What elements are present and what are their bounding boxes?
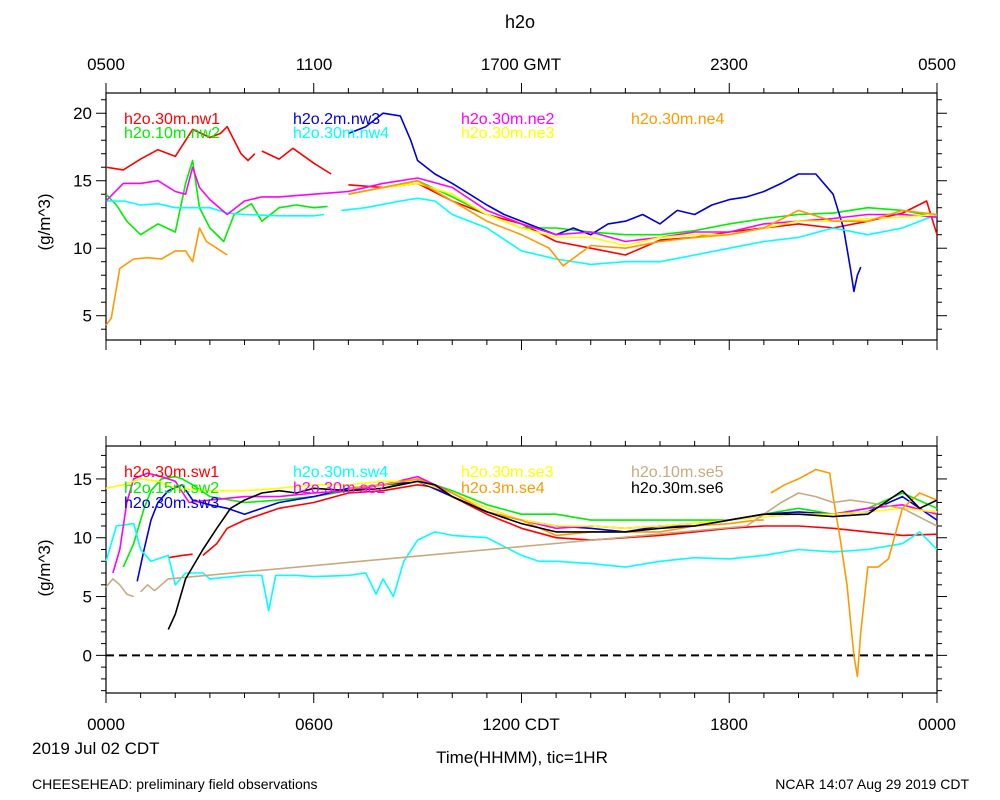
legend-label: h2o.30m.se6 bbox=[631, 480, 724, 497]
top-tick-label: 2300 bbox=[710, 55, 748, 74]
legend-label: h2o.30m.ne4 bbox=[631, 111, 725, 128]
y-tick-label: 20 bbox=[73, 104, 92, 123]
date-label: 2019 Jul 02 CDT bbox=[32, 739, 160, 758]
series-line-h2o-10m-nw2 bbox=[105, 159, 938, 243]
top-tick-label: 1700 GMT bbox=[481, 55, 561, 74]
x-axis-label: Time(HHMM), tic=1HR bbox=[436, 748, 608, 767]
legend-label: h2o.15m.sw2 bbox=[124, 480, 219, 497]
series-line-h2o-30m-sw4 bbox=[105, 522, 938, 612]
series-line-h2o-30m-sw1 bbox=[168, 484, 938, 559]
footer-left: CHEESEHEAD: preliminary field observatio… bbox=[32, 776, 318, 792]
legend-label: h2o.30m.sw3 bbox=[124, 495, 219, 512]
y-tick-label: 0 bbox=[83, 646, 92, 665]
y-tick-label: 10 bbox=[73, 239, 92, 258]
bottom-tick-label: 1200 CDT bbox=[482, 715, 559, 734]
series-line-h2o-10m-se5 bbox=[105, 492, 938, 598]
series-line-h2o-30m-nw1 bbox=[105, 125, 938, 256]
bottom-tick-label: 1800 bbox=[710, 715, 748, 734]
legend-label: h2o.30m.nw1 bbox=[124, 111, 220, 128]
legend-label: h2o.30m.ne3 bbox=[461, 125, 555, 142]
legend-label: h2o.30m.sw1 bbox=[124, 464, 219, 481]
series-line-h2o-30m-ne4 bbox=[105, 179, 938, 326]
series-line-h2o-30m-ne2 bbox=[105, 166, 938, 243]
y-tick-label: 15 bbox=[73, 172, 92, 191]
legend-label: h2o.10m.nw2 bbox=[124, 125, 220, 142]
top-tick-label: 0500 bbox=[918, 55, 956, 74]
legend-label: h2o.30m.nw4 bbox=[293, 125, 389, 142]
legend-label: h2o.30m.se3 bbox=[461, 464, 554, 481]
y-tick-label: 10 bbox=[73, 529, 92, 548]
legend-label: h2o.2m.nw3 bbox=[293, 111, 380, 128]
series-line-h2o-3m-se4 bbox=[348, 468, 938, 678]
bottom-tick-label: 0600 bbox=[295, 715, 333, 734]
bottom-tick-label: 0000 bbox=[918, 715, 956, 734]
chart-title: h2o bbox=[505, 12, 535, 32]
series-line-h2o-2m-nw3 bbox=[348, 112, 862, 293]
upper-y-axis-label: (g/m^3) bbox=[35, 193, 54, 250]
legend-label: h2o.30m.se2 bbox=[293, 480, 386, 497]
legend-label: h2o.3m.se4 bbox=[461, 480, 545, 497]
legend-label: h2o.30m.sw4 bbox=[293, 464, 388, 481]
y-tick-label: 5 bbox=[83, 588, 92, 607]
footer-right: NCAR 14:07 Aug 29 2019 CDT bbox=[775, 776, 969, 792]
legend-label: h2o.10m.se5 bbox=[631, 464, 724, 481]
y-tick-label: 15 bbox=[73, 470, 92, 489]
top-tick-label: 0500 bbox=[87, 55, 125, 74]
bottom-tick-label: 0000 bbox=[87, 715, 125, 734]
series-line-h2o-30m-se6 bbox=[167, 480, 938, 630]
y-tick-label: 5 bbox=[83, 307, 92, 326]
series-line-h2o-30m-nw4 bbox=[106, 197, 938, 266]
legend-label: h2o.30m.ne2 bbox=[461, 111, 555, 128]
top-tick-label: 1100 bbox=[296, 55, 333, 74]
lower-y-axis-label: (g/m^3) bbox=[35, 539, 54, 596]
